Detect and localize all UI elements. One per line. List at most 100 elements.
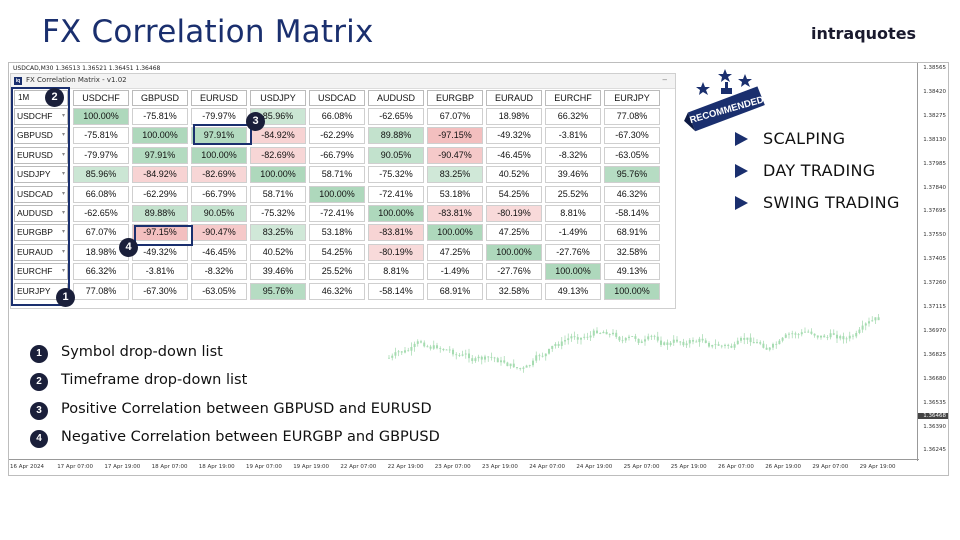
matrix-cell: 100.00% [427, 224, 483, 242]
candle-body [733, 344, 736, 348]
timeframe-value: 1M [18, 93, 30, 102]
symbol-dropdown[interactable]: USDCHF ▾ [14, 108, 68, 125]
column-header: EURCHF [545, 90, 601, 106]
candle-body [746, 337, 749, 340]
candle-body [855, 332, 858, 337]
matrix-cell: -79.97% [191, 108, 247, 125]
legend-number: 4 [30, 430, 48, 448]
matrix-cell: 46.32% [309, 282, 365, 300]
candle-body [836, 334, 838, 339]
price-axis[interactable]: 1.38565 1.38420 1.38275 1.38130 1.37985 1.378… [917, 63, 948, 461]
candle-body [823, 335, 826, 338]
legend-text: Timeframe drop-down list [61, 372, 248, 388]
candle-body [740, 337, 742, 341]
symbol-value: EURUSD [17, 149, 53, 160]
time-tick-label: 29 Apr 07:00 [812, 464, 849, 470]
candle-body [426, 346, 429, 348]
candle-body [765, 347, 768, 350]
symbol-value: EURCHF [17, 266, 53, 277]
candle-body [762, 343, 765, 348]
matrix-cell: -67.30% [604, 127, 660, 145]
time-tick-label: 19 Apr 19:00 [293, 464, 330, 470]
matrix-cell: -83.81% [427, 205, 483, 222]
feature-label: SCALPING [763, 129, 846, 148]
symbol-dropdown[interactable]: EURGBP ▾ [14, 224, 68, 242]
matrix-cell: 18.98% [486, 108, 542, 125]
candle-body [663, 342, 666, 345]
candle-body [868, 321, 870, 324]
candle-body [516, 367, 518, 369]
matrix-cell: -84.92% [250, 127, 306, 145]
symbol-value: EURGBP [17, 227, 53, 238]
matrix-cell: 67.07% [427, 108, 483, 125]
matrix-cell: -49.32% [486, 127, 542, 145]
candle-body [567, 338, 570, 341]
symbol-dropdown[interactable]: EURUSD ▾ [14, 146, 68, 164]
symbol-dropdown[interactable]: EURCHF ▾ [14, 263, 68, 281]
time-axis[interactable]: 16 Apr 2024 17 Apr 07:00 17 Apr 19:00 18 Ap… [9, 459, 919, 475]
panel-titlebar[interactable]: iq FX Correlation Matrix - v1.02 – [11, 74, 675, 89]
candle-body [695, 341, 698, 343]
candle-body [778, 340, 781, 345]
matrix-cell: 90.05% [191, 205, 247, 222]
candle-body [772, 343, 774, 348]
matrix-cell: 77.08% [73, 282, 129, 300]
candle-body [634, 336, 637, 339]
price-tick-label: 1.38275 [923, 112, 946, 119]
candle-body [679, 341, 682, 343]
candle-body [813, 333, 816, 336]
matrix-cell: -3.81% [132, 263, 188, 281]
symbol-dropdown[interactable]: AUDUSD ▾ [14, 205, 68, 222]
candle-body [698, 338, 701, 343]
symbol-value: EURAUD [17, 246, 53, 257]
candle-body [839, 336, 842, 339]
candle-body [583, 336, 586, 338]
candle-body [506, 362, 509, 367]
price-tick-label: 1.37550 [923, 232, 946, 239]
matrix-cell: -49.32% [132, 243, 188, 261]
matrix-cell: -8.32% [191, 263, 247, 281]
chevron-down-icon: ▾ [61, 113, 65, 119]
matrix-cell: 39.46% [545, 166, 601, 184]
candle-body [612, 332, 614, 335]
matrix-cell: -27.76% [486, 263, 542, 281]
candle-body [688, 340, 691, 344]
symbol-dropdown[interactable]: USDCAD ▾ [14, 185, 68, 203]
candle-body [788, 333, 790, 335]
candle-body [647, 336, 650, 340]
legend-number: 3 [30, 402, 48, 420]
chart-header: USDCAD,M30 1.36513 1.36521 1.36451 1.364… [13, 65, 161, 72]
matrix-cell: -1.49% [427, 263, 483, 281]
matrix-cell: 39.46% [250, 263, 306, 281]
symbol-dropdown[interactable]: GBPUSD ▾ [14, 127, 68, 145]
arrow-right-icon [735, 164, 748, 178]
symbol-dropdown[interactable]: EURAUD ▾ [14, 243, 68, 261]
matrix-cell: 83.25% [250, 224, 306, 242]
candle-body [544, 353, 547, 357]
minimize-button[interactable]: – [662, 75, 667, 84]
candle-body [669, 342, 672, 345]
column-header: AUDUSD [368, 90, 424, 106]
symbol-dropdown[interactable]: USDJPY ▾ [14, 166, 68, 184]
price-tick-label: 1.37985 [923, 160, 946, 167]
column-header: EURAUD [486, 90, 542, 106]
matrix-cell: -63.05% [604, 146, 660, 164]
matrix-cell: 100.00% [309, 185, 365, 203]
candle-body [708, 342, 710, 347]
time-tick-label: 24 Apr 19:00 [576, 464, 613, 470]
price-tick-label: 1.38130 [923, 136, 946, 143]
chevron-down-icon: ▾ [61, 229, 65, 236]
price-tick-label: 1.36680 [923, 375, 946, 382]
candle-body [852, 335, 854, 337]
symbol-dropdown[interactable]: EURJPY▾ [14, 282, 68, 300]
candle-body [615, 332, 618, 337]
candle-body [752, 342, 755, 344]
candle-body [474, 358, 477, 362]
matrix-cell: 66.08% [73, 185, 129, 203]
matrix-cell: -72.41% [309, 205, 365, 222]
candle-body [429, 346, 432, 349]
time-tick-label: 16 Apr 2024 [10, 464, 45, 470]
feature-label: DAY TRADING [763, 161, 876, 180]
candle-body [388, 357, 390, 359]
candle-body [624, 337, 627, 341]
